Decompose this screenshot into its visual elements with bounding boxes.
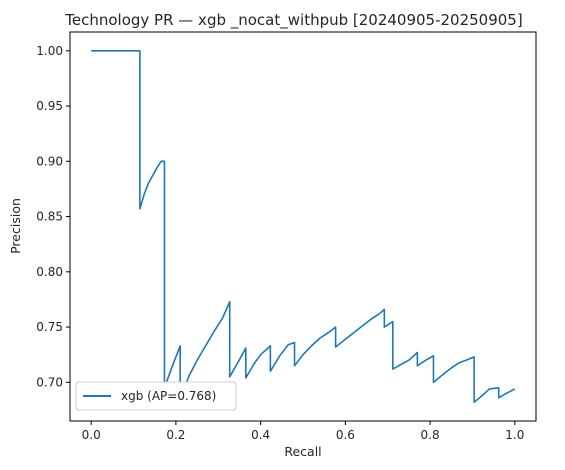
y-tick-label: 0.90	[36, 154, 63, 168]
legend-label: xgb (AP=0.768)	[121, 389, 216, 403]
y-tick-label: 1.00	[36, 44, 63, 58]
x-tick-label: 0.0	[82, 428, 101, 442]
x-tick-label: 0.4	[251, 428, 270, 442]
y-axis-ticks: 0.70 0.75 0.80 0.85 0.90 0.95 1.00	[36, 44, 70, 389]
y-tick-label: 0.85	[36, 210, 63, 224]
plot-frame	[69, 31, 537, 422]
y-tick-label: 0.95	[36, 99, 63, 113]
chart-title: Technology PR — xgb _nocat_withpub [2024…	[64, 11, 522, 30]
plot-area: 0.0 0.2 0.4 0.6 0.8 1.0 0.700.750.800.850.900…	[36, 31, 537, 442]
legend-box	[75, 381, 237, 411]
x-tick-label: 0.8	[421, 428, 440, 442]
x-tick-label: 0.2	[166, 428, 185, 442]
legend: xgb (AP=0.768)	[75, 381, 237, 411]
y-tick-label: 0.70	[36, 375, 63, 389]
x-tick-label: 0.6	[336, 428, 355, 442]
series-layer	[91, 49, 516, 404]
x-tick-label: 1.0	[505, 428, 524, 442]
x-axis-ticks: 0.0 0.2 0.4 0.6 0.8 1.0	[82, 421, 524, 442]
series-line	[91, 49, 516, 404]
y-tick-label: 0.75	[36, 320, 63, 334]
x-axis-label: Recall	[284, 444, 321, 459]
y-tick-label: 0.80	[36, 265, 63, 279]
y-axis-label: Precision	[8, 198, 23, 254]
